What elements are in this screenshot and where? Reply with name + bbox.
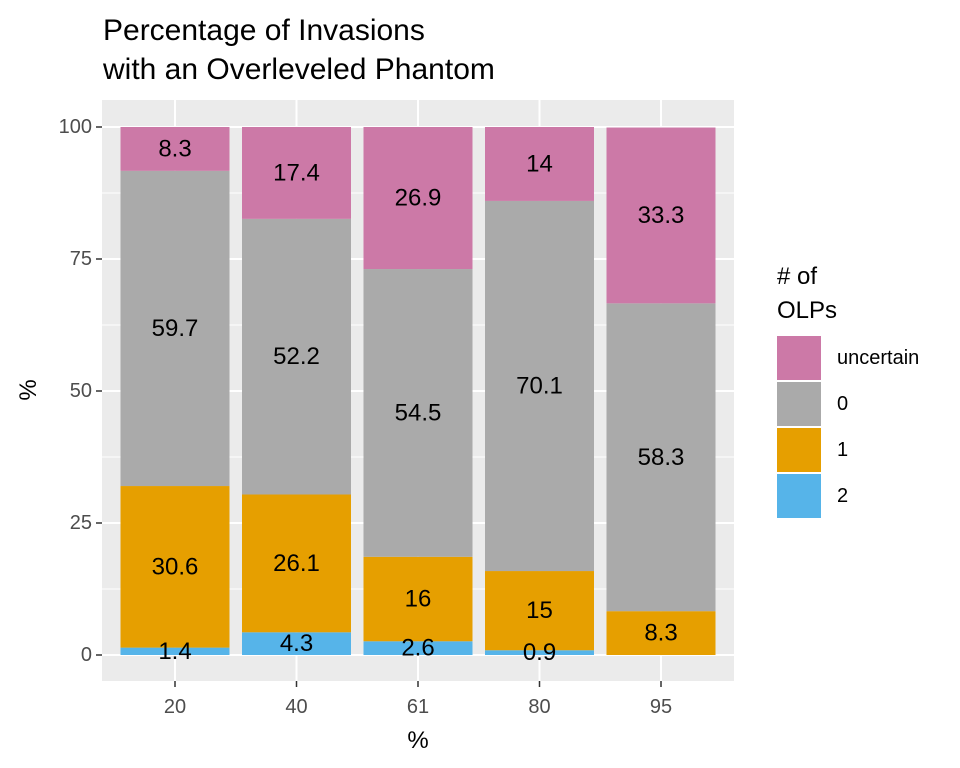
bar-segment-0-40 (242, 218, 351, 495)
x-tick-label: 95 (650, 696, 672, 718)
x-tick-label: 61 (407, 696, 429, 718)
bar-label-0-20: 59.7 (152, 315, 199, 342)
bar-segment-1-40 (242, 494, 351, 633)
legend: # of OLPs uncertain 0 1 2 (777, 263, 919, 518)
bar-segment-2-61 (363, 641, 473, 655)
chart-title-line-1: Percentage of Invasions (103, 14, 425, 47)
legend-swatch-0 (777, 382, 821, 426)
bar-labels: 1.4 30.6 59.7 8.3 4.3 26.1 52.2 17.4 2.6 16 54.5 26… (152, 135, 685, 666)
legend-label-2: 2 (837, 485, 848, 507)
bar-label-1-95: 8.3 (644, 620, 677, 647)
bar-label-2-61: 2.6 (401, 635, 434, 662)
y-tick-label: 75 (70, 248, 92, 270)
bar-segment-uncertain-95 (606, 127, 716, 304)
y-tick-label: 0 (81, 644, 92, 666)
y-tick-label: 25 (70, 512, 92, 534)
bars (120, 127, 716, 655)
legend-label-uncertain: uncertain (837, 347, 919, 369)
bar-label-uncertain-80: 14 (526, 150, 553, 177)
bar-label-uncertain-20: 8.3 (158, 135, 191, 162)
bar-label-0-61: 54.5 (395, 399, 442, 426)
bar-segment-0-61 (363, 269, 473, 557)
legend-swatch-2 (777, 474, 821, 518)
bar-segment-1-80 (485, 571, 594, 651)
y-axis-ticks: 0 25 50 75 100 (59, 116, 102, 666)
bar-segment-0-20 (120, 170, 230, 487)
bar-segment-uncertain-20 (120, 127, 230, 171)
bar-label-1-40: 26.1 (273, 550, 320, 577)
bar-label-uncertain-95: 33.3 (638, 202, 685, 229)
y-tick-label: 100 (59, 116, 92, 138)
bar-label-1-20: 30.6 (152, 553, 199, 580)
bar-label-2-20: 1.4 (158, 638, 191, 665)
legend-label-0: 0 (837, 393, 848, 415)
bar-segment-2-80 (485, 650, 594, 655)
bar-segment-1-20 (120, 486, 230, 648)
bar-segment-1-61 (363, 556, 473, 642)
bar-segment-0-95 (606, 303, 716, 612)
bar-segment-uncertain-40 (242, 127, 351, 219)
bar-label-2-40: 4.3 (280, 630, 313, 657)
legend-swatch-1 (777, 428, 821, 472)
bar-segment-2-40 (242, 632, 351, 655)
bar-label-uncertain-61: 26.9 (395, 185, 442, 212)
bar-segment-uncertain-80 (485, 127, 594, 201)
x-tick-label: 80 (528, 696, 550, 718)
legend-swatch-uncertain (777, 336, 821, 380)
bar-label-0-40: 52.2 (273, 343, 320, 370)
bar-label-1-61: 16 (405, 586, 432, 613)
legend-label-1: 1 (837, 439, 848, 461)
bar-segment-uncertain-61 (363, 127, 473, 270)
bar-segment-1-95 (606, 611, 716, 655)
bar-label-uncertain-40: 17.4 (273, 159, 320, 186)
bar-segment-0-80 (485, 200, 594, 572)
y-tick-label: 50 (70, 380, 92, 402)
x-axis-ticks: 20 40 61 80 95 (164, 681, 672, 718)
legend-title-line-1: # of (777, 263, 817, 290)
bar-segment-2-20 (120, 647, 230, 655)
bar-label-0-95: 58.3 (638, 444, 685, 471)
bar-label-0-80: 70.1 (516, 372, 563, 399)
x-tick-label: 20 (164, 696, 186, 718)
bar-label-1-80: 15 (526, 597, 553, 624)
chart-title-line-2: with an Overleveled Phantom (102, 53, 495, 86)
y-axis-title: % (15, 379, 42, 400)
x-tick-label: 40 (285, 696, 307, 718)
x-axis-title: % (407, 727, 428, 754)
bar-label-2-80: 0.9 (523, 639, 556, 666)
legend-title-line-2: OLPs (777, 297, 837, 324)
